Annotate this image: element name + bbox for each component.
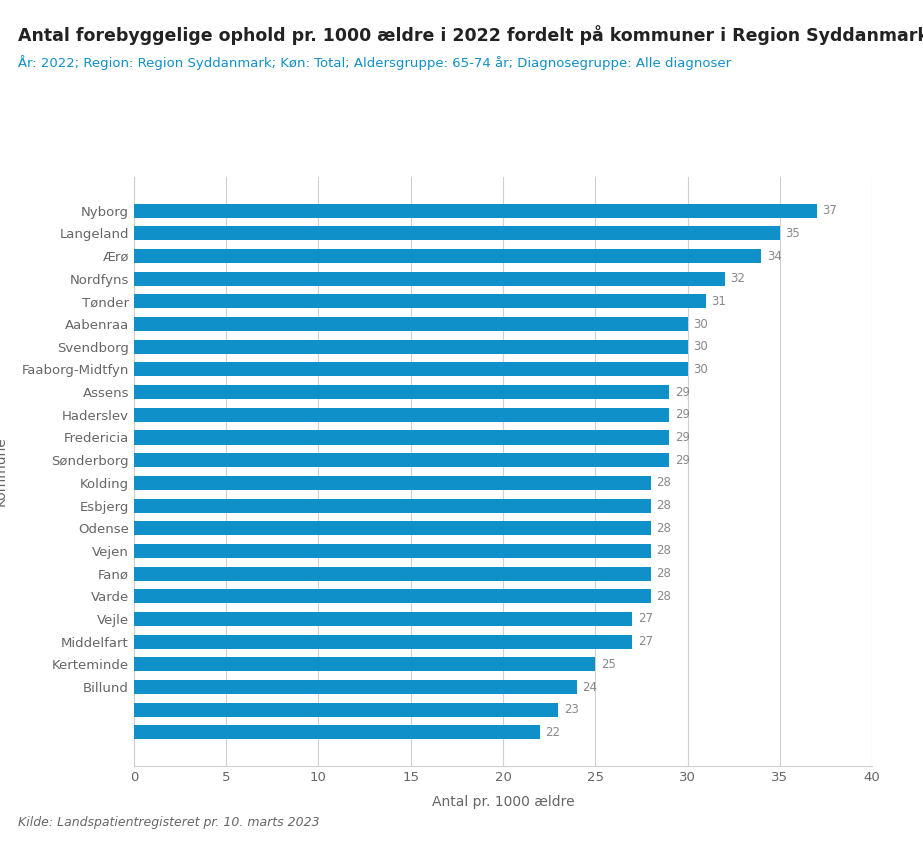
Bar bbox=[134, 658, 595, 671]
Text: 29: 29 bbox=[675, 408, 689, 421]
Bar bbox=[134, 295, 706, 308]
Text: 23: 23 bbox=[564, 703, 579, 717]
Text: 28: 28 bbox=[656, 589, 671, 603]
Text: 27: 27 bbox=[638, 635, 653, 648]
Text: 35: 35 bbox=[785, 226, 800, 240]
Bar bbox=[134, 272, 725, 285]
Text: 29: 29 bbox=[675, 454, 689, 466]
Text: 32: 32 bbox=[730, 272, 745, 285]
Text: Kilde: Landspatientregisteret pr. 10. marts 2023: Kilde: Landspatientregisteret pr. 10. ma… bbox=[18, 817, 320, 829]
Bar bbox=[134, 635, 632, 648]
Bar bbox=[134, 362, 688, 376]
Text: 28: 28 bbox=[656, 477, 671, 489]
Bar bbox=[134, 339, 688, 354]
Bar bbox=[134, 703, 558, 717]
Text: 25: 25 bbox=[601, 658, 616, 671]
Bar bbox=[134, 544, 651, 558]
Bar bbox=[134, 226, 780, 240]
Bar bbox=[134, 567, 651, 581]
Bar bbox=[134, 589, 651, 604]
Bar bbox=[134, 453, 669, 467]
Text: 29: 29 bbox=[675, 386, 689, 398]
Bar bbox=[134, 317, 688, 331]
Text: 37: 37 bbox=[822, 204, 837, 217]
Bar bbox=[134, 612, 632, 626]
Bar bbox=[134, 476, 651, 490]
Text: 31: 31 bbox=[712, 295, 726, 308]
Text: 22: 22 bbox=[545, 726, 560, 739]
Text: 29: 29 bbox=[675, 431, 689, 444]
Text: 30: 30 bbox=[693, 363, 708, 376]
Text: 30: 30 bbox=[693, 340, 708, 354]
Text: 28: 28 bbox=[656, 522, 671, 535]
Text: 24: 24 bbox=[582, 680, 597, 694]
Bar bbox=[134, 521, 651, 536]
Bar bbox=[134, 725, 540, 739]
Text: 28: 28 bbox=[656, 568, 671, 580]
Bar bbox=[134, 498, 651, 513]
Bar bbox=[134, 204, 817, 218]
Text: 34: 34 bbox=[767, 249, 782, 263]
Text: 27: 27 bbox=[638, 612, 653, 626]
Bar bbox=[134, 430, 669, 445]
Text: 28: 28 bbox=[656, 499, 671, 512]
X-axis label: Antal pr. 1000 ældre: Antal pr. 1000 ældre bbox=[432, 795, 574, 809]
Bar bbox=[134, 680, 577, 694]
Text: 30: 30 bbox=[693, 317, 708, 331]
Y-axis label: Kommune: Kommune bbox=[0, 437, 7, 506]
Bar bbox=[134, 385, 669, 399]
Bar bbox=[134, 408, 669, 422]
Text: År: 2022; Region: Region Syddanmark; Køn: Total; Aldersgruppe: 65-74 år; Diagnos: År: 2022; Region: Region Syddanmark; Køn… bbox=[18, 55, 732, 70]
Text: 28: 28 bbox=[656, 545, 671, 557]
Bar bbox=[134, 249, 761, 263]
Text: Antal forebyggelige ophold pr. 1000 ældre i 2022 fordelt på kommuner i Region Sy: Antal forebyggelige ophold pr. 1000 ældr… bbox=[18, 25, 923, 45]
